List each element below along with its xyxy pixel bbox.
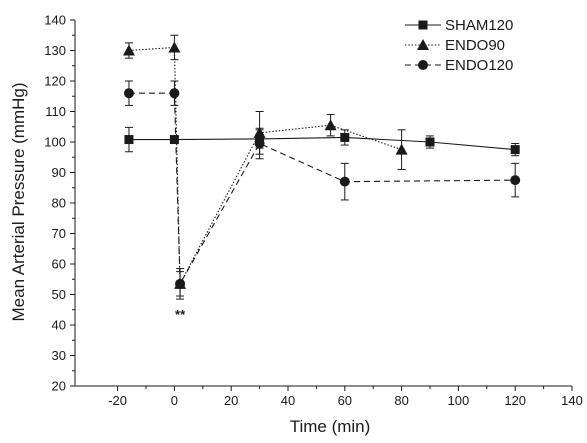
endo120-circle-marker [175, 278, 186, 289]
x-tick-label: 120 [504, 393, 526, 408]
endo120-line [128, 92, 516, 286]
sham120-square-marker [425, 137, 435, 147]
legend-label: ENDO120 [445, 57, 513, 74]
sham120-square-marker [510, 145, 520, 155]
series-endo90 [122, 34, 408, 297]
y-tick-label: 80 [52, 196, 66, 211]
endo120-circle-marker [339, 176, 350, 187]
x-tick-label: 60 [338, 393, 352, 408]
y-tick-label: 90 [52, 165, 66, 180]
y-axis-title: Mean Arterial Pressure (mmHg) [9, 82, 28, 321]
sham120-square-marker [169, 135, 179, 145]
y-tick-label: 110 [45, 104, 66, 119]
y-tick-label: 40 [52, 318, 66, 333]
y-tick-label: 60 [52, 257, 66, 272]
endo120-circle-marker [254, 138, 265, 149]
legend-label: ENDO90 [445, 37, 505, 54]
endo120-circle-marker [169, 88, 180, 99]
sham120-line [128, 136, 516, 151]
legend-endo90-triangle-marker [417, 39, 429, 50]
endo90-triangle-marker [168, 41, 181, 53]
series-layer [122, 34, 521, 300]
x-axis-title: Time (min) [290, 417, 371, 436]
y-axis-ticks: 20 30 40 50 60 70 80 90 100 110 120 130 140 [44, 13, 75, 394]
legend-item-endo120: ENDO120 [405, 57, 513, 74]
endo120-circle-marker [510, 175, 521, 186]
legend-endo120-circle-marker [418, 60, 428, 70]
y-tick-label: 130 [44, 43, 66, 58]
y-tick-label: 140 [44, 13, 66, 28]
y-tick-label: 30 [52, 348, 66, 363]
x-axis-ticks: -20 0 20 40 60 80 100 120 140 [108, 386, 583, 408]
endo90-line [128, 46, 402, 286]
series-sham120 [124, 126, 520, 157]
x-tick-label: -20 [108, 393, 127, 408]
x-tick-label: 140 [561, 393, 583, 408]
y-tick-label: 120 [44, 74, 66, 89]
x-tick-label: 40 [281, 393, 295, 408]
y-tick-label: 20 [52, 379, 66, 394]
sham120-square-marker [340, 132, 350, 142]
legend: SHAM120 ENDO90 ENDO120 [405, 17, 513, 74]
y-tick-label: 100 [44, 135, 66, 150]
legend-label: SHAM120 [445, 17, 513, 34]
endo90-triangle-marker [324, 119, 337, 131]
x-tick-label: 80 [394, 393, 408, 408]
legend-item-sham120: SHAM120 [405, 17, 513, 34]
endo90-triangle-marker [122, 44, 135, 56]
endo90-triangle-marker [395, 143, 408, 155]
legend-item-endo90: ENDO90 [405, 37, 505, 54]
y-tick-label: 50 [52, 287, 66, 302]
endo120-circle-marker [123, 88, 134, 99]
legend-sham120-square-marker [418, 20, 428, 30]
y-tick-label: 70 [52, 226, 66, 241]
sham120-square-marker [124, 135, 134, 145]
x-tick-label: 20 [224, 393, 238, 408]
x-tick-label: 100 [448, 393, 470, 408]
series-endo120 [123, 80, 521, 300]
annotations: ** [175, 307, 186, 322]
significance-annotation: ** [175, 307, 186, 322]
x-tick-label: 0 [171, 393, 178, 408]
